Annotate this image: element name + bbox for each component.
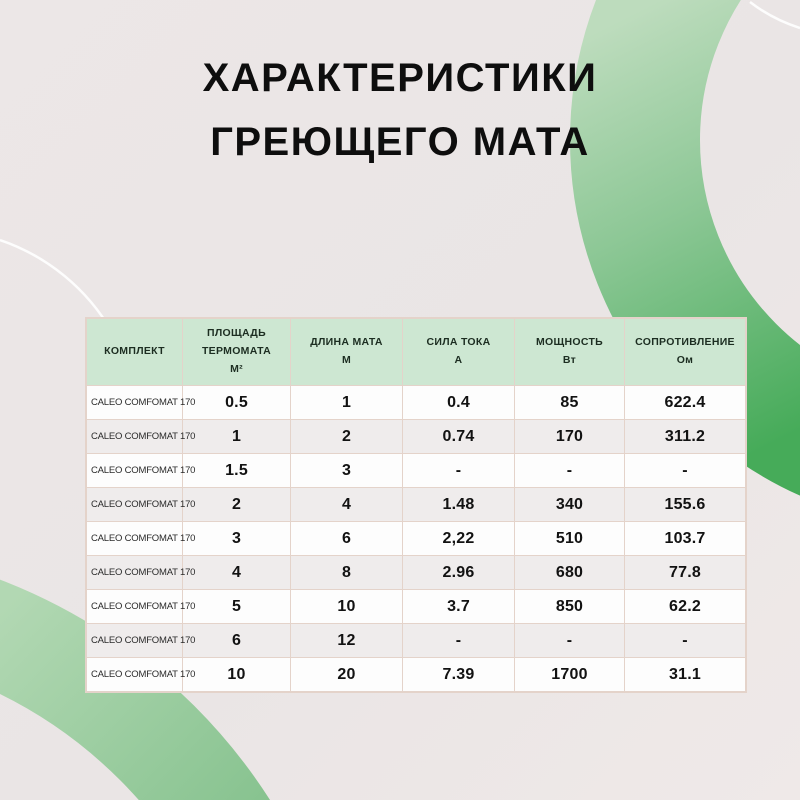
value-cell: 20 [290, 657, 403, 692]
column-header-label: ДЛИНА МАТА [310, 336, 383, 349]
value-cell: 510 [514, 521, 625, 556]
kit-name-cell: CALEO COMFOMAT 170 [86, 555, 195, 590]
value-cell: 3 [182, 521, 291, 556]
value-cell: 77.8 [624, 555, 746, 590]
column-header-unit: А [454, 354, 463, 366]
column-header: ДЛИНА МАТА М [290, 318, 403, 386]
value-cell: 622.4 [624, 385, 746, 420]
value-cell: 1.48 [402, 487, 515, 522]
value-cell: 10 [290, 589, 403, 624]
page-title-line1: ХАРАКТЕРИСТИКИ [202, 56, 598, 100]
table-row: CALEO COMFOMAT 170 6 12- - - [86, 623, 746, 658]
value-cell: 0.5 [182, 385, 291, 420]
column-header: МОЩНОСТЬ Вт [514, 318, 625, 386]
value-cell: 340 [514, 487, 625, 522]
column-header-label: КОМПЛЕКТ [104, 345, 165, 358]
kit-name-cell: CALEO COMFOMAT 170 [86, 385, 195, 420]
value-cell: 6 [182, 623, 291, 658]
value-cell: 850 [514, 589, 625, 624]
page-title: ХАРАКТЕРИСТИКИ ГРЕЮЩЕГО МАТА [0, 46, 800, 174]
page-title-line2: ГРЕЮЩЕГО МАТА [210, 120, 590, 164]
table-row: CALEO COMFOMAT 170 10 20 7.39 1700 31.1 [86, 657, 746, 692]
value-cell: 0.74 [402, 419, 515, 454]
table-row: CALEO COMFOMAT 170 3 6 2,22 510 103.7 [86, 521, 746, 556]
value-cell: 3.7 [402, 589, 515, 624]
value-cell: 62.2 [624, 589, 746, 624]
value-cell: 2 [290, 419, 403, 454]
kit-name-cell: CALEO COMFOMAT 170 [86, 521, 195, 556]
value-cell: 1 [290, 385, 403, 420]
value-cell: 103.7 [624, 521, 746, 556]
value-cell: - [624, 453, 746, 488]
white-arc-top-right [749, 1, 800, 30]
value-cell: 0.4 [402, 385, 515, 420]
column-header-unit: М [341, 354, 352, 366]
column-header-label: МОЩНОСТЬ [535, 336, 604, 349]
specifications-table: КОМПЛЕКТ ПЛОЩАДЬ ТЕРМОМАТА М² ДЛИНА МАТА М СИ… [86, 318, 746, 692]
value-cell: 4 [290, 487, 403, 522]
value-cell: 6 [290, 521, 403, 556]
value-cell: 155.6 [624, 487, 746, 522]
table-header-row: КОМПЛЕКТ ПЛОЩАДЬ ТЕРМОМАТА М² ДЛИНА МАТА М СИ… [86, 318, 746, 386]
value-cell: 2,22 [402, 521, 515, 556]
value-cell: 1 [182, 419, 291, 454]
value-cell: 5 [182, 589, 291, 624]
value-cell: 170 [514, 419, 625, 454]
table-row: CALEO COMFOMAT 170 1.5 3- - - [86, 453, 746, 488]
table-row: CALEO COMFOMAT 170 4 8 2.96 680 77.8 [86, 555, 746, 590]
kit-name-cell: CALEO COMFOMAT 170 [86, 487, 195, 522]
value-cell: 31.1 [624, 657, 746, 692]
column-header: СОПРОТИВЛЕНИЕ Ом [624, 318, 746, 386]
column-header: СИЛА ТОКА А [402, 318, 515, 386]
column-header-label: СИЛА ТОКА [426, 336, 491, 349]
value-cell: 2 [182, 487, 291, 522]
value-cell: - [402, 453, 515, 488]
value-cell: - [514, 623, 625, 658]
value-cell: 7.39 [402, 657, 515, 692]
kit-name-cell: CALEO COMFOMAT 170 [86, 623, 195, 658]
table-row: CALEO COMFOMAT 170 1 2 0.74 170 311.2 [86, 419, 746, 454]
column-header-label: ПЛОЩАДЬ ТЕРМОМАТА [201, 327, 272, 358]
value-cell: 8 [290, 555, 403, 590]
table-row: CALEO COMFOMAT 170 5 10 3.7 850 62.2 [86, 589, 746, 624]
column-header-unit: М² [230, 362, 243, 375]
table-row: CALEO COMFOMAT 170 2 4 1.48 340 155.6 [86, 487, 746, 522]
value-cell: - [514, 453, 625, 488]
value-cell: 2.96 [402, 555, 515, 590]
value-cell: 3 [290, 453, 403, 488]
value-cell: - [402, 623, 515, 658]
value-cell: 311.2 [624, 419, 746, 454]
kit-name-cell: CALEO COMFOMAT 170 [86, 657, 195, 692]
column-header-unit: Вт [562, 354, 577, 366]
value-cell: 680 [514, 555, 625, 590]
value-cell: 85 [514, 385, 625, 420]
column-header: ПЛОЩАДЬ ТЕРМОМАТА М² [182, 318, 291, 386]
column-header: КОМПЛЕКТ [86, 318, 183, 386]
value-cell: 4 [182, 555, 291, 590]
kit-name-cell: CALEO COMFOMAT 170 [86, 589, 195, 624]
column-header-label: СОПРОТИВЛЕНИЕ [635, 336, 735, 349]
value-cell: - [624, 623, 746, 658]
value-cell: 10 [182, 657, 291, 692]
value-cell: 1.5 [182, 453, 291, 488]
value-cell: 12 [290, 623, 403, 658]
column-header-unit: Ом [676, 354, 694, 366]
table-row: CALEO COMFOMAT 170 0.5 1 0.4 85 622.4 [86, 385, 746, 420]
kit-name-cell: CALEO COMFOMAT 170 [86, 453, 195, 488]
kit-name-cell: CALEO COMFOMAT 170 [86, 419, 195, 454]
value-cell: 1700 [514, 657, 625, 692]
